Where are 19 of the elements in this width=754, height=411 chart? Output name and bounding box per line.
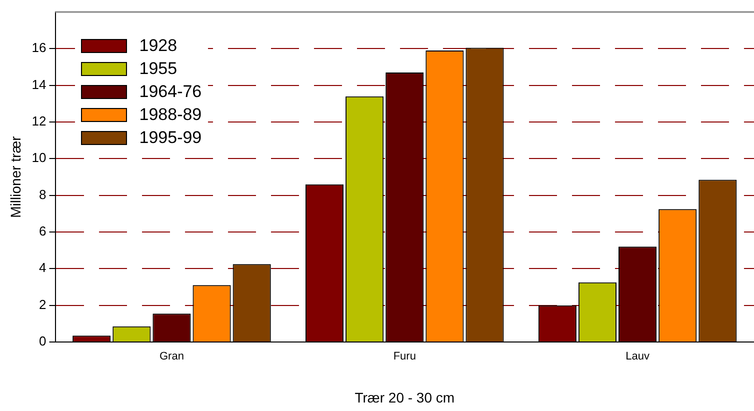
legend-label: 1964-76 [139, 81, 202, 103]
legend-label: 1955 [139, 58, 178, 80]
y-tick-label: 14 [32, 76, 46, 92]
y-tick-label: 12 [32, 114, 46, 129]
y-tick-label: 4 [39, 260, 46, 276]
x-axis-title: Trær 20 - 30 cm [354, 389, 455, 406]
y-tick-label: 2 [39, 296, 46, 312]
legend-label: 1995-99 [139, 127, 202, 149]
y-tick-label: 10 [32, 150, 46, 166]
legend-label: 1988-89 [139, 104, 202, 126]
x-tick-label: Lauv [626, 350, 650, 363]
y-tick-label: 8 [39, 186, 46, 202]
x-tick-label: Furu [393, 350, 416, 363]
y-tick-label: 6 [39, 224, 46, 239]
y-axis-title: Millioner trær [7, 136, 24, 218]
y-tick-label: 16 [32, 40, 46, 56]
legend-label: 1928 [139, 35, 178, 57]
y-tick-label: 0 [39, 334, 46, 349]
x-tick-label: Gran [159, 350, 184, 363]
